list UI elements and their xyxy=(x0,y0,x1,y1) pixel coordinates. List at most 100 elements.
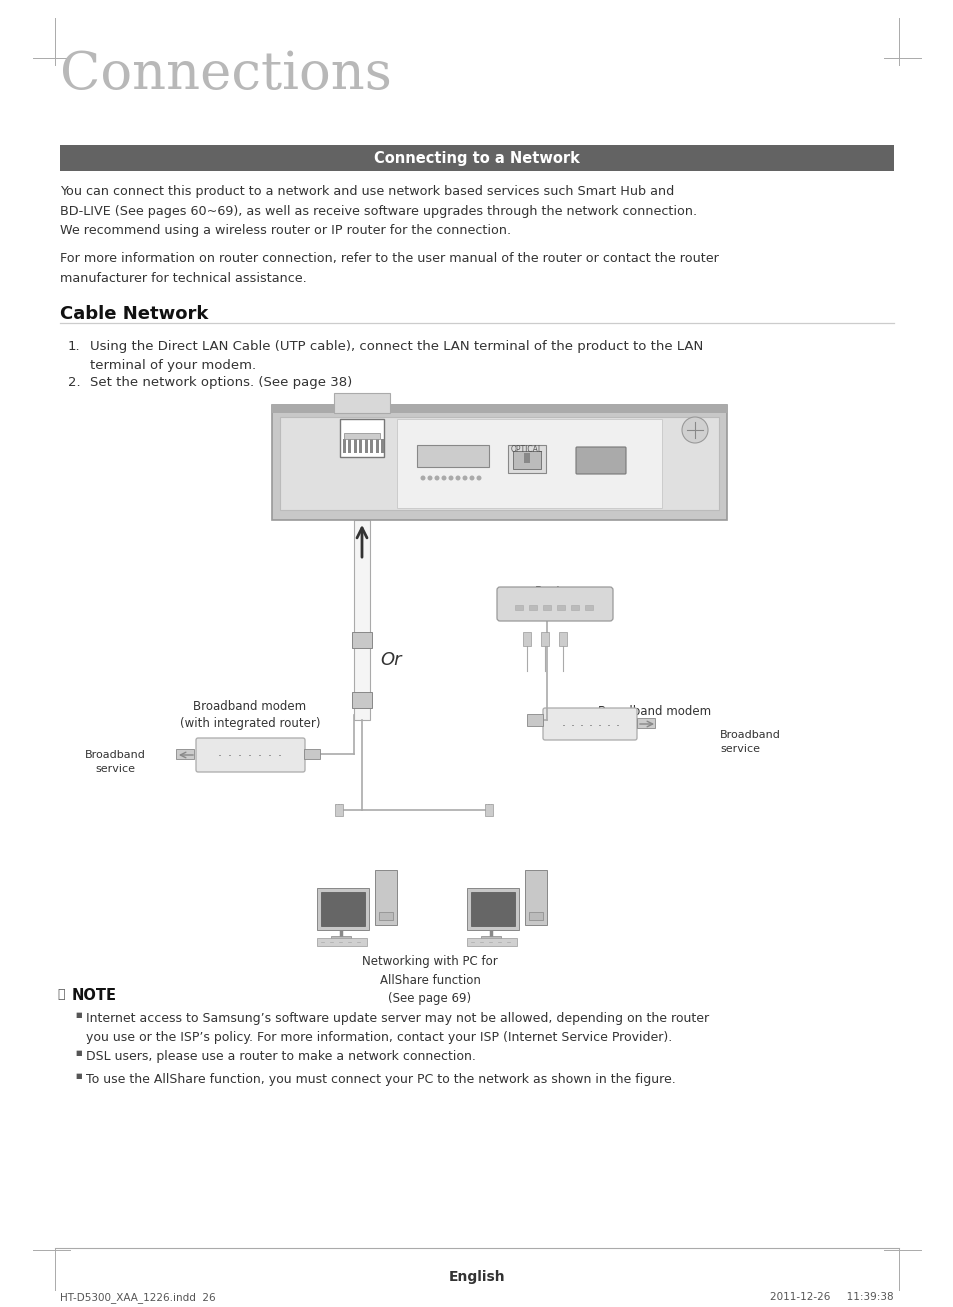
Text: Cable Network: Cable Network xyxy=(60,305,208,323)
Text: .: . xyxy=(228,746,232,759)
Bar xyxy=(304,749,319,759)
Bar xyxy=(558,633,566,646)
Text: DSL users, please use a router to make a network connection.: DSL users, please use a router to make a… xyxy=(86,1050,476,1063)
Text: 📝: 📝 xyxy=(57,988,65,1001)
Text: HT-D5300_XAA_1226.indd  26: HT-D5300_XAA_1226.indd 26 xyxy=(60,1293,215,1303)
Bar xyxy=(316,938,367,946)
Bar xyxy=(484,804,493,816)
Text: Set the network options. (See page 38): Set the network options. (See page 38) xyxy=(90,376,352,389)
Circle shape xyxy=(434,476,439,481)
Bar xyxy=(343,439,346,454)
Text: To use the AllShare function, you must connect your PC to the network as shown i: To use the AllShare function, you must c… xyxy=(86,1073,675,1086)
Bar xyxy=(529,912,542,920)
Text: For more information on router connection, refer to the user manual of the route: For more information on router connectio… xyxy=(60,252,719,285)
Circle shape xyxy=(469,476,474,481)
Circle shape xyxy=(462,476,467,481)
Bar xyxy=(526,714,542,725)
Bar xyxy=(557,605,564,610)
Circle shape xyxy=(681,417,707,443)
Bar xyxy=(515,605,522,610)
Text: NOTE: NOTE xyxy=(71,988,117,1002)
Bar xyxy=(523,454,530,463)
Bar xyxy=(396,420,661,508)
FancyBboxPatch shape xyxy=(195,738,305,772)
Bar xyxy=(175,749,193,759)
Bar xyxy=(352,633,372,648)
Text: 2011-12-26     11:39:38: 2011-12-26 11:39:38 xyxy=(770,1293,893,1302)
Bar xyxy=(471,891,515,925)
Text: Broadband
service: Broadband service xyxy=(720,731,781,754)
Bar xyxy=(354,520,370,720)
Bar xyxy=(375,870,396,925)
Bar xyxy=(339,420,384,457)
Bar xyxy=(370,439,374,454)
Bar xyxy=(416,444,489,467)
Bar xyxy=(334,393,390,413)
Text: .: . xyxy=(561,715,565,728)
Bar xyxy=(507,444,545,473)
Bar xyxy=(378,912,393,920)
Bar xyxy=(524,870,546,925)
Bar xyxy=(60,145,893,171)
Text: Broadband modem: Broadband modem xyxy=(598,704,710,718)
Bar xyxy=(375,439,378,454)
Bar xyxy=(467,938,517,946)
Bar xyxy=(359,439,362,454)
Circle shape xyxy=(441,476,446,481)
Circle shape xyxy=(420,476,425,481)
Circle shape xyxy=(476,476,481,481)
Text: Broadband modem
(with integrated router): Broadband modem (with integrated router) xyxy=(179,701,320,731)
Text: .: . xyxy=(579,715,583,728)
Text: Connections: Connections xyxy=(60,48,392,101)
Bar xyxy=(637,718,655,728)
Text: .: . xyxy=(277,746,282,759)
Bar xyxy=(344,433,379,439)
Bar xyxy=(280,417,719,510)
Bar xyxy=(522,633,531,646)
Bar xyxy=(365,439,368,454)
Text: Or: Or xyxy=(379,651,401,669)
Bar xyxy=(513,451,540,469)
FancyBboxPatch shape xyxy=(576,447,625,474)
Bar xyxy=(272,405,726,520)
Bar xyxy=(480,936,500,940)
Bar xyxy=(320,891,365,925)
Text: Connecting to a Network: Connecting to a Network xyxy=(374,150,579,166)
Bar xyxy=(584,605,593,610)
Circle shape xyxy=(448,476,453,481)
Text: ■: ■ xyxy=(75,1012,82,1018)
Bar xyxy=(381,439,384,454)
Bar xyxy=(335,804,343,816)
Text: .: . xyxy=(248,746,252,759)
Bar xyxy=(540,633,548,646)
Bar xyxy=(571,605,578,610)
Text: .: . xyxy=(268,746,272,759)
Text: Networking with PC for
AllShare function
(See page 69): Networking with PC for AllShare function… xyxy=(362,955,497,1005)
Text: Using the Direct LAN Cable (UTP cable), connect the LAN terminal of the product : Using the Direct LAN Cable (UTP cable), … xyxy=(90,340,702,372)
Text: Broadband
service: Broadband service xyxy=(85,750,145,774)
Text: .: . xyxy=(598,715,601,728)
Text: 1.: 1. xyxy=(68,340,81,353)
Bar xyxy=(529,605,537,610)
Text: .: . xyxy=(218,746,222,759)
Text: .: . xyxy=(257,746,262,759)
Bar xyxy=(348,439,351,454)
Bar xyxy=(542,605,551,610)
Text: .: . xyxy=(571,715,575,728)
Text: OPTICAL: OPTICAL xyxy=(511,444,542,454)
Text: .: . xyxy=(588,715,593,728)
Circle shape xyxy=(455,476,460,481)
FancyBboxPatch shape xyxy=(497,587,613,621)
Circle shape xyxy=(427,476,432,481)
FancyBboxPatch shape xyxy=(542,708,637,740)
Text: 2.: 2. xyxy=(68,376,81,389)
Bar xyxy=(272,405,726,413)
Text: Internet access to Samsung’s software update server may not be allowed, dependin: Internet access to Samsung’s software up… xyxy=(86,1012,708,1043)
Text: .: . xyxy=(616,715,619,728)
Bar xyxy=(354,439,356,454)
Text: ■: ■ xyxy=(75,1073,82,1080)
Text: .: . xyxy=(606,715,610,728)
Bar xyxy=(316,887,369,931)
Text: ■: ■ xyxy=(75,1050,82,1056)
Text: .: . xyxy=(237,746,242,759)
